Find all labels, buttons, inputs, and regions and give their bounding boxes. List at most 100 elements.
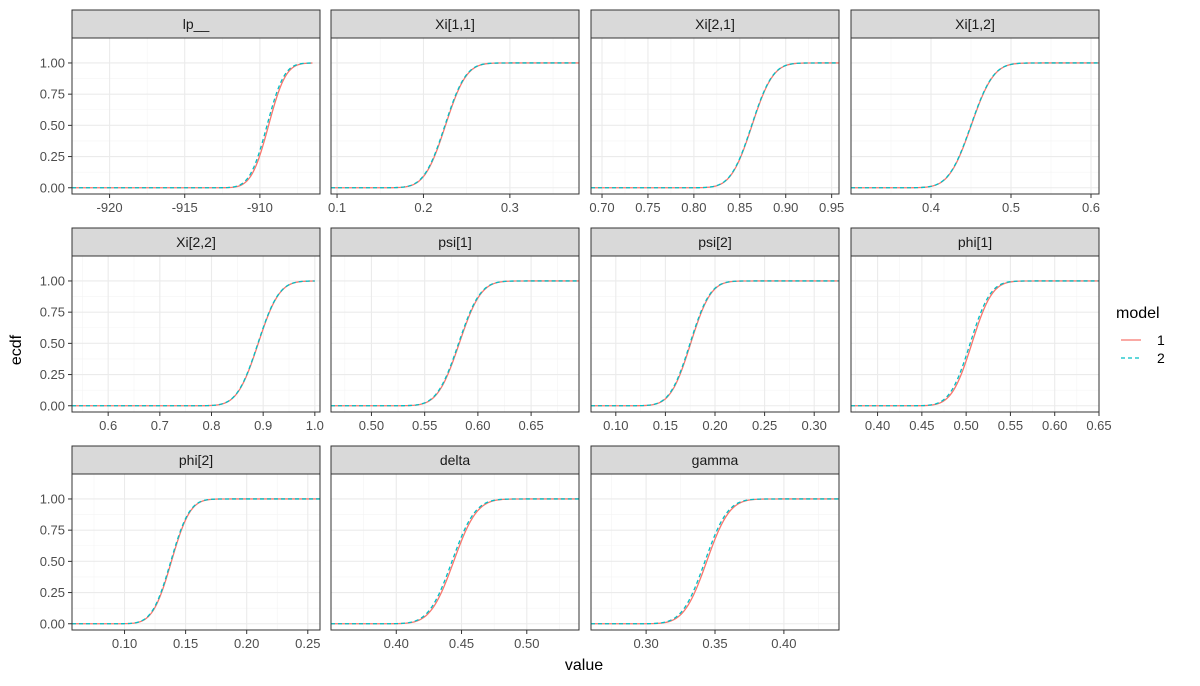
legend-title: model	[1116, 305, 1160, 322]
panel-2-x-tick-label: 0.2	[414, 200, 432, 215]
panel-4-strip-title: Xi[1,2]	[955, 16, 995, 32]
panel-6-x-tick-label: 0.55	[412, 418, 437, 433]
panel-5-x-tick-label: 0.9	[254, 418, 272, 433]
panel-2-background	[331, 38, 579, 194]
panel-9-strip	[71, 445, 321, 475]
panel-3-border	[590, 37, 840, 195]
panel-5-background	[72, 256, 320, 412]
panel-10-x-tick-label: 0.40	[384, 636, 409, 651]
legend: model 1 2	[1116, 305, 1165, 366]
panel-4-series-2-line	[851, 62, 1099, 189]
panel-7-x-tick-label: 0.20	[702, 418, 727, 433]
panel-2-series-2-line	[331, 62, 579, 189]
panel-10-background	[331, 474, 579, 630]
panel-10-x-tick-label: 0.50	[514, 636, 539, 651]
panel-3: Xi[2,1] 0.70 0.75 0.80 0.85 0.90 0.95	[589, 9, 844, 215]
panel-4: Xi[1,2] 0.4 0.5 0.6	[850, 9, 1100, 215]
x-axis-title: value	[565, 657, 603, 674]
panel-8-x-tick-label: 0.50	[953, 418, 978, 433]
panels-layer: lp__ -920 -915 -910 0.00 0.25 0.50 0.75 1.00 Xi[1…	[40, 9, 1112, 651]
panel-7-x-tick-label: 0.10	[603, 418, 628, 433]
panel-5-y-tick-label: 0.50	[40, 336, 65, 351]
panel-6-background	[331, 256, 579, 412]
panel-1-x-tick-label: -915	[172, 200, 198, 215]
panel-9-y-tick-label: 0.75	[40, 523, 65, 538]
panel-9-series-1-line	[72, 498, 320, 625]
panel-7-series-2-line	[591, 280, 839, 407]
legend-label-1: 1	[1157, 332, 1165, 348]
panel-5-y-tick-label: 0.00	[40, 398, 65, 413]
panel-9-background	[72, 474, 320, 630]
panel-3-x-tick-label: 0.90	[773, 200, 798, 215]
panel-11-x-tick-label: 0.40	[771, 636, 796, 651]
panel-4-border	[850, 37, 1100, 195]
panel-1-background	[72, 38, 320, 194]
panel-9-strip-title: phi[2]	[179, 452, 213, 468]
panel-9-x-tick-label: 0.25	[295, 636, 320, 651]
panel-3-x-tick-label: 0.95	[819, 200, 844, 215]
panel-8-series-2-line	[851, 280, 1099, 407]
panel-1-y-tick-label: 1.00	[40, 55, 65, 70]
panel-8-x-tick-label: 0.40	[865, 418, 890, 433]
panel-10-strip	[330, 445, 580, 475]
panel-11-strip	[590, 445, 840, 475]
panel-5-y-tick-label: 1.00	[40, 273, 65, 288]
panel-8-strip	[850, 227, 1100, 257]
panel-2-strip	[330, 9, 580, 39]
panel-4-x-tick-label: 0.5	[1002, 200, 1020, 215]
panel-7-strip-title: psi[2]	[698, 234, 731, 250]
panel-3-strip-title: Xi[2,1]	[695, 16, 735, 32]
panel-1-x-tick-label: -920	[97, 200, 123, 215]
panel-11: gamma 0.30 0.35 0.40	[590, 445, 840, 651]
panel-5-y-tick-label: 0.75	[40, 305, 65, 320]
panel-6-x-tick-label: 0.50	[359, 418, 384, 433]
y-axis-title: ecdf	[8, 334, 25, 365]
panel-11-x-tick-label: 0.30	[633, 636, 658, 651]
panel-1-x-tick-label: -910	[247, 200, 273, 215]
panel-10: delta 0.40 0.45 0.50	[330, 445, 580, 651]
panel-6-x-tick-label: 0.60	[465, 418, 490, 433]
panel-8: phi[1] 0.40 0.45 0.50 0.55 0.60 0.65	[850, 227, 1112, 433]
panel-6-strip-title: psi[1]	[438, 234, 471, 250]
panel-1-series-2-line	[72, 62, 313, 189]
panel-10-x-tick-label: 0.45	[449, 636, 474, 651]
panel-3-series-2-line	[591, 62, 839, 189]
panel-2-strip-title: Xi[1,1]	[435, 16, 475, 32]
panel-5-strip-title: Xi[2,2]	[176, 234, 216, 250]
panel-7-x-tick-label: 0.30	[802, 418, 827, 433]
panel-2-border	[330, 37, 580, 195]
panel-5-y-tick-label: 0.25	[40, 367, 65, 382]
panel-11-series-2-line	[591, 498, 839, 625]
panel-8-strip-title: phi[1]	[958, 234, 992, 250]
panel-1-y-tick-label: 0.50	[40, 118, 65, 133]
panel-2-x-tick-label: 0.1	[328, 200, 346, 215]
panel-8-x-tick-label: 0.60	[1042, 418, 1067, 433]
panel-8-border	[850, 255, 1100, 413]
panel-1-border	[71, 37, 321, 195]
panel-9-x-tick-label: 0.10	[112, 636, 137, 651]
panel-5-x-tick-label: 1.0	[306, 418, 324, 433]
panel-5-border	[71, 255, 321, 413]
panel-11-x-tick-label: 0.35	[702, 636, 727, 651]
panel-8-x-tick-label: 0.55	[998, 418, 1023, 433]
panel-6-series-2-line	[331, 280, 579, 407]
panel-9-x-tick-label: 0.15	[173, 636, 198, 651]
panel-9-y-tick-label: 0.50	[40, 554, 65, 569]
panel-3-background	[591, 38, 839, 194]
panel-8-x-tick-label: 0.45	[909, 418, 934, 433]
panel-4-strip	[850, 9, 1100, 39]
panel-6-x-tick-label: 0.65	[518, 418, 543, 433]
panel-4-x-tick-label: 0.6	[1082, 200, 1100, 215]
panel-9-y-tick-label: 1.00	[40, 491, 65, 506]
panel-10-series-1-line	[331, 498, 579, 625]
panel-5-series-2-line	[72, 280, 315, 407]
panel-2: Xi[1,1] 0.1 0.2 0.3	[328, 9, 580, 215]
panel-10-border	[330, 473, 580, 631]
panel-1-y-tick-label: 0.25	[40, 149, 65, 164]
panel-7-x-tick-label: 0.15	[653, 418, 678, 433]
panel-11-series-1-line	[591, 498, 839, 625]
panel-5-x-tick-label: 0.7	[151, 418, 169, 433]
panel-3-strip	[590, 9, 840, 39]
panel-3-x-tick-label: 0.80	[681, 200, 706, 215]
